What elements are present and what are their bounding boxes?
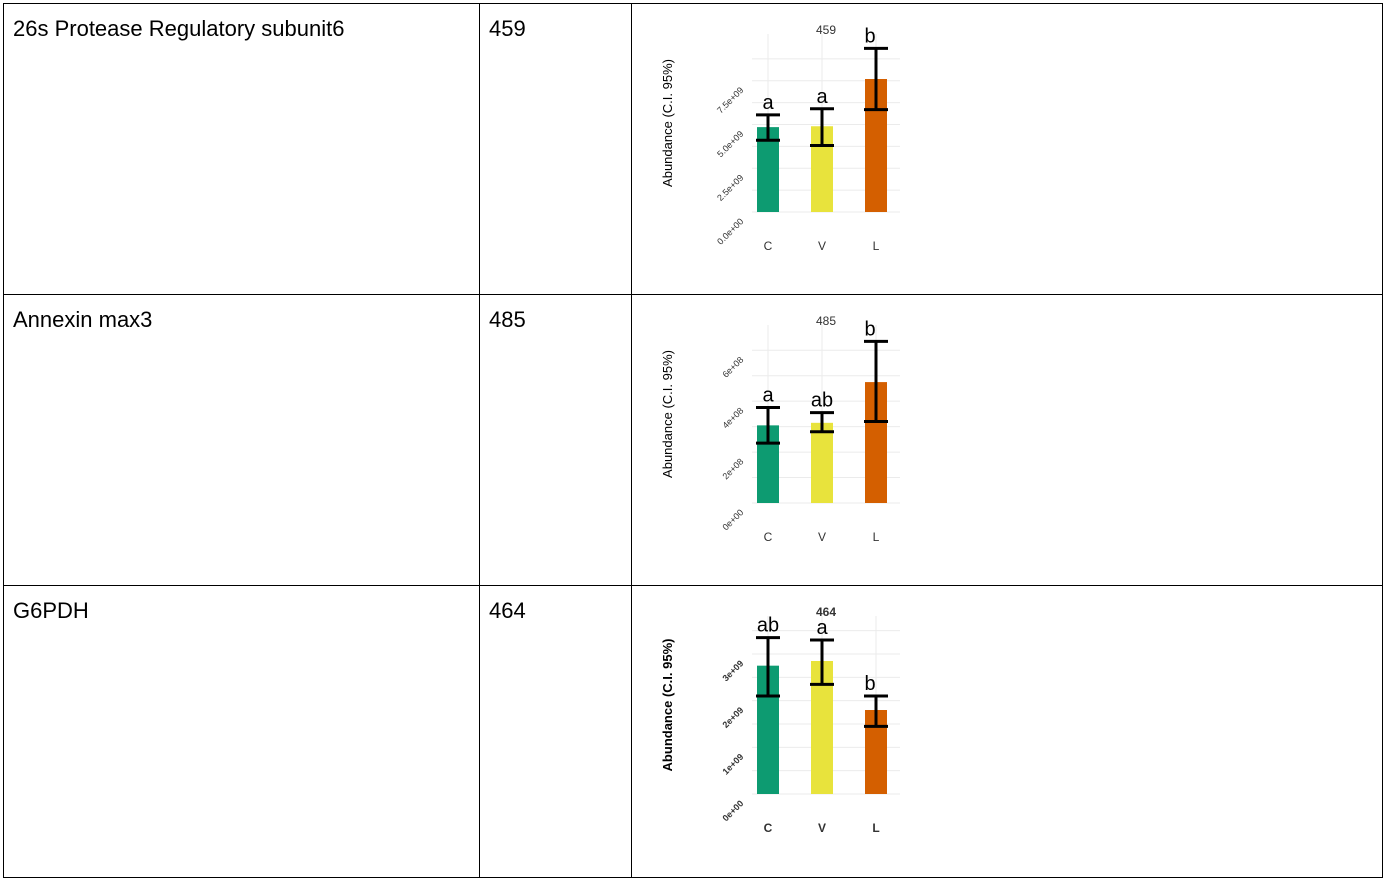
y-axis-label: Abundance (C.I. 95%) xyxy=(660,639,675,772)
protein-name: G6PDH xyxy=(13,598,89,623)
y-tick-label: 0e+00 xyxy=(720,507,745,532)
x-tick-label: C xyxy=(764,239,773,253)
y-tick-label: 0e+00 xyxy=(720,798,745,823)
plot-cell: 459 0.0e+00 2.5e+09 5.0e+09 7.5e+09 Abundance… xyxy=(631,3,1383,295)
protein-id: 485 xyxy=(489,307,526,332)
table-row: 26s Protease Regulatory subunit6 459 459… xyxy=(3,3,1383,295)
protein-id-cell: 464 xyxy=(479,585,632,878)
table-row: G6PDH 464 464 0e+00 1e+09 2e+09 3e+09 Abundan… xyxy=(3,585,1383,878)
y-tick-label: 4e+08 xyxy=(720,406,745,431)
bar-chart: 459 0.0e+00 2.5e+09 5.0e+09 7.5e+09 Abundance… xyxy=(660,23,900,253)
bar-v xyxy=(811,422,833,503)
x-tick-label: V xyxy=(818,530,826,544)
significance-letter: a xyxy=(762,92,774,114)
x-tick-label: L xyxy=(873,530,880,544)
chart-title: 485 xyxy=(816,314,836,328)
significance-letter: ab xyxy=(811,390,833,412)
protein-name: Annexin max3 xyxy=(13,307,153,332)
x-tick-label: L xyxy=(873,239,880,253)
bar-chart: 485 0e+00 2e+08 4e+08 6e+08 Abundance (C.I. 9… xyxy=(660,314,900,544)
x-tick-label: V xyxy=(818,239,826,253)
significance-letter: a xyxy=(816,617,828,639)
protein-name-cell: G6PDH xyxy=(3,585,480,878)
table-row: Annexin max3 485 485 0e+00 2e+08 4e+08 6e+08… xyxy=(3,294,1383,586)
bar-l xyxy=(865,79,887,212)
x-tick-label: V xyxy=(818,821,826,835)
y-tick-label: 5.0e+09 xyxy=(715,129,745,159)
protein-id: 464 xyxy=(489,598,526,623)
protein-id-cell: 485 xyxy=(479,294,632,586)
chart-title: 459 xyxy=(816,23,836,37)
plot-cell: 485 0e+00 2e+08 4e+08 6e+08 Abundance (C.I. 9… xyxy=(631,294,1383,586)
y-axis-label: Abundance (C.I. 95%) xyxy=(660,350,675,478)
y-axis-label: Abundance (C.I. 95%) xyxy=(660,59,675,187)
results-table: 26s Protease Regulatory subunit6 459 459… xyxy=(3,3,1383,878)
bar-l xyxy=(865,710,887,794)
y-tick-label: 2.5e+09 xyxy=(715,173,745,203)
significance-letter: ab xyxy=(757,615,779,637)
x-tick-label: L xyxy=(872,821,879,835)
significance-letter: a xyxy=(762,385,774,407)
y-tick-label: 3e+09 xyxy=(720,658,745,683)
x-tick-label: C xyxy=(764,530,773,544)
bar-c xyxy=(757,425,779,503)
y-tick-label: 6e+08 xyxy=(720,355,745,380)
bar-v xyxy=(811,126,833,212)
plot-cell: 464 0e+00 1e+09 2e+09 3e+09 Abundance (C.I. 9… xyxy=(631,585,1383,878)
significance-letter: a xyxy=(816,86,828,108)
bar-c xyxy=(757,127,779,212)
protein-name-cell: Annexin max3 xyxy=(3,294,480,586)
bar-v xyxy=(811,661,833,794)
x-tick-label: C xyxy=(764,821,773,835)
significance-letter: b xyxy=(864,318,875,340)
y-tick-label: 7.5e+09 xyxy=(715,85,745,115)
bar-l xyxy=(865,382,887,503)
y-tick-label: 2e+09 xyxy=(720,705,745,730)
chart-title: 464 xyxy=(816,605,836,619)
significance-letter: b xyxy=(864,25,875,47)
significance-letter: b xyxy=(864,673,875,695)
bar-c xyxy=(757,665,779,794)
y-tick-label: 2e+08 xyxy=(720,456,745,481)
protein-id: 459 xyxy=(489,16,526,41)
protein-name-cell: 26s Protease Regulatory subunit6 xyxy=(3,3,480,295)
y-tick-label: 1e+09 xyxy=(720,752,745,777)
protein-name: 26s Protease Regulatory subunit6 xyxy=(13,16,345,41)
bar-chart: 464 0e+00 1e+09 2e+09 3e+09 Abundance (C.I. 9… xyxy=(660,605,900,835)
y-tick-label: 0.0e+00 xyxy=(715,216,745,246)
protein-id-cell: 459 xyxy=(479,3,632,295)
